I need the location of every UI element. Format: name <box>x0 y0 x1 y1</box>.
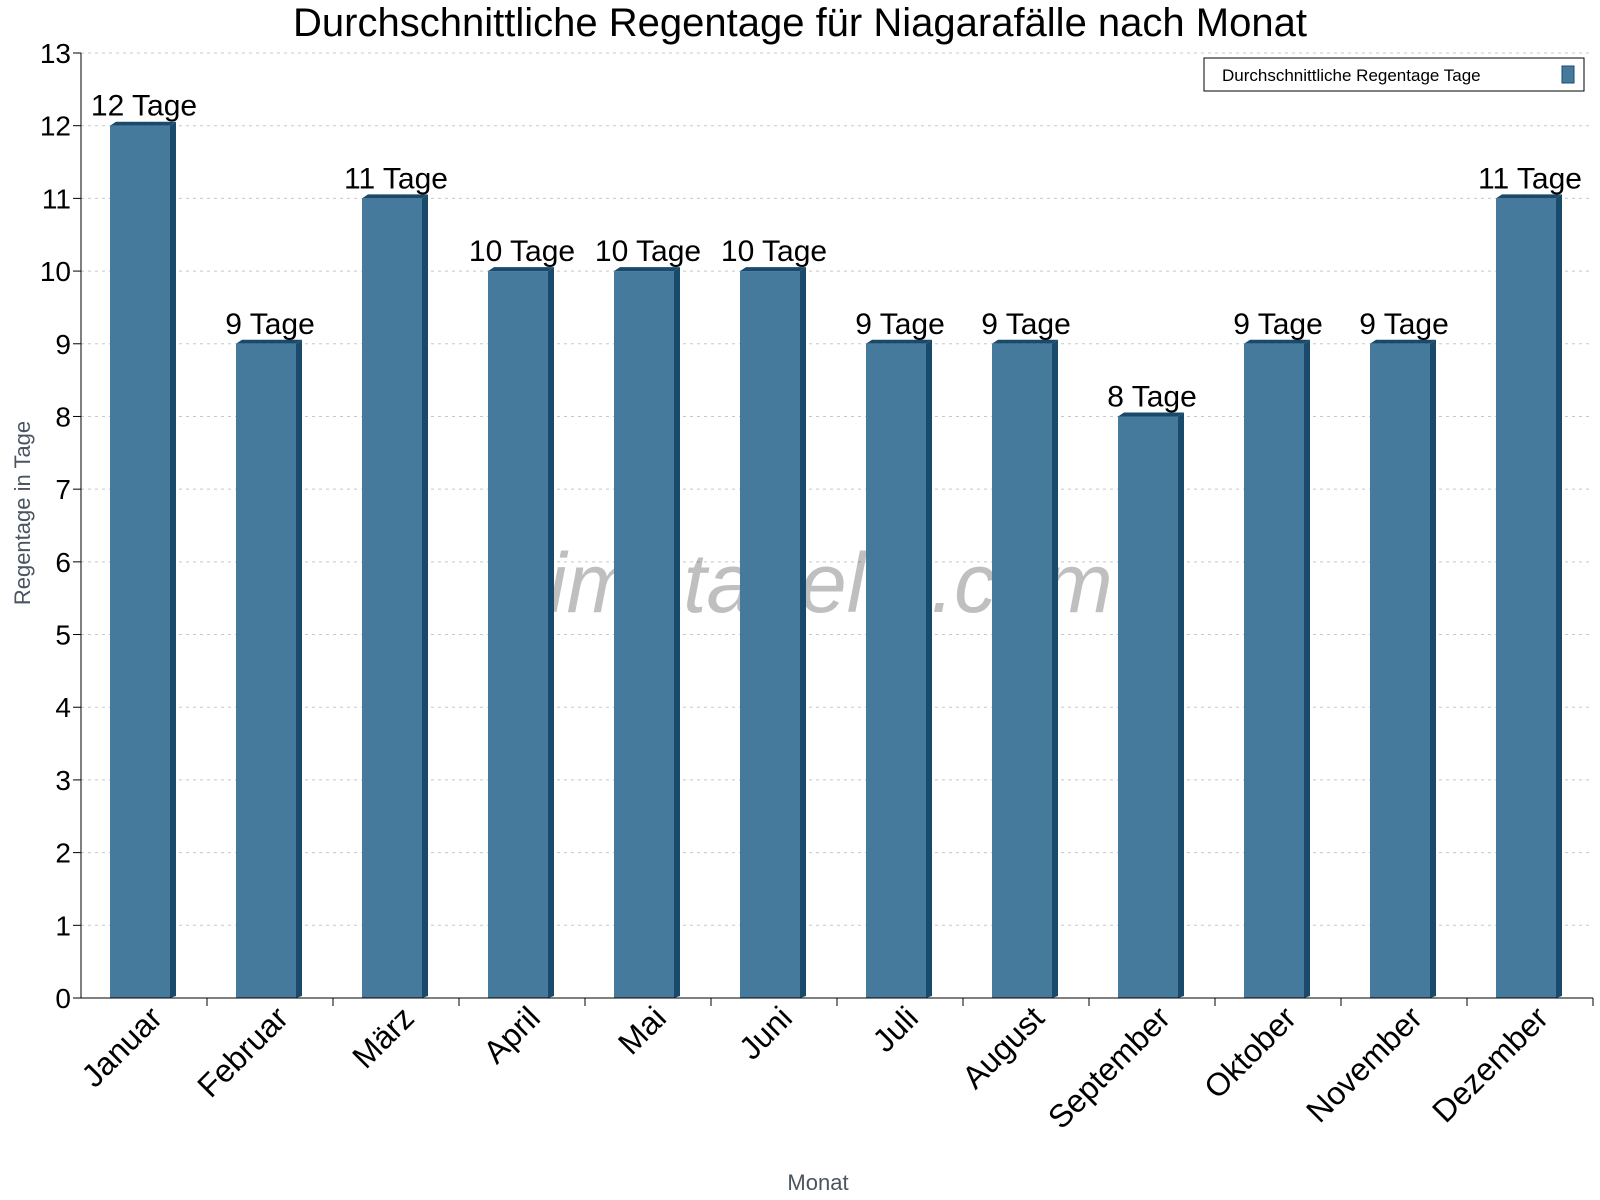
data-label: 11 Tage <box>1478 162 1582 195</box>
y-tick-label: 2 <box>55 838 71 869</box>
data-label: 9 Tage <box>225 308 315 341</box>
x-tick-label: Januar <box>74 999 169 1094</box>
data-label: 9 Tage <box>855 308 945 341</box>
bar-top <box>1370 339 1436 344</box>
bar <box>1118 416 1178 998</box>
bar-top <box>1244 339 1310 344</box>
chart-title: Durchschnittliche Regentage für Niagaraf… <box>293 1 1307 45</box>
bar-side <box>548 267 554 999</box>
bar-side <box>1052 339 1058 998</box>
x-tick-label: April <box>476 999 547 1070</box>
bar <box>992 343 1052 998</box>
x-axis-label: Monat <box>787 1170 848 1195</box>
y-tick-label: 10 <box>40 256 71 287</box>
data-label: 8 Tage <box>1107 380 1197 413</box>
bar-top <box>110 121 176 126</box>
y-tick-label: 4 <box>55 692 71 723</box>
bar-top <box>992 339 1058 344</box>
bar-side <box>296 339 302 998</box>
data-label: 12 Tage <box>91 90 197 123</box>
bar <box>488 271 548 999</box>
x-tick-label: Dezember <box>1425 999 1555 1129</box>
x-tick-label: März <box>345 999 421 1075</box>
bar-side <box>1556 194 1562 998</box>
data-label: 9 Tage <box>981 308 1071 341</box>
y-tick-label: 8 <box>55 401 71 432</box>
gridlines <box>81 52 1593 926</box>
y-tick-label: 1 <box>55 910 71 941</box>
bar <box>110 125 170 998</box>
x-tick-label: Mai <box>611 999 673 1061</box>
bar-side <box>1178 412 1184 998</box>
bar <box>1244 343 1304 998</box>
data-label: 10 Tage <box>595 235 701 268</box>
bar-side <box>170 121 176 998</box>
bar-top <box>866 339 932 344</box>
y-tick-label: 6 <box>55 547 71 578</box>
bar <box>866 343 926 998</box>
y-axis-label: Regentage in Tage <box>10 421 35 605</box>
y-tick-label: 12 <box>40 111 71 142</box>
y-tick-label: 0 <box>55 983 71 1014</box>
bar <box>614 271 674 999</box>
bar-side <box>674 267 680 999</box>
y-tick-label: 5 <box>55 620 71 651</box>
y-tick-label: 3 <box>55 765 71 796</box>
data-label: 9 Tage <box>1359 308 1449 341</box>
legend: Durchschnittliche Regentage Tage <box>1203 57 1585 92</box>
bar-top <box>614 267 680 272</box>
bar <box>740 271 800 999</box>
legend-label: Durchschnittliche Regentage Tage <box>1222 66 1481 85</box>
bar-side <box>1304 339 1310 998</box>
y-tick-label: 9 <box>55 329 71 360</box>
bar-top <box>488 267 554 272</box>
bars: 12 Tage 9 Tage 11 Tage 10 Tage 10 Tage 10 Tag… <box>91 90 1582 999</box>
bar <box>236 343 296 998</box>
x-tick-label: Februar <box>190 999 295 1104</box>
legend-swatch <box>1561 65 1575 84</box>
x-tick-label: Juni <box>732 999 799 1066</box>
bar <box>1496 198 1556 998</box>
bar-top <box>236 339 302 344</box>
bar-side <box>926 339 932 998</box>
bar <box>362 198 422 998</box>
bar-top <box>1118 412 1184 417</box>
bar-top <box>1496 194 1562 199</box>
x-tick-label: Oktober <box>1197 999 1303 1105</box>
y-tick-label: 7 <box>55 474 71 505</box>
bar-top <box>362 194 428 199</box>
data-label: 10 Tage <box>469 235 575 268</box>
bar-side <box>800 267 806 999</box>
data-label: 11 Tage <box>344 162 448 195</box>
x-tick-label: September <box>1041 999 1177 1135</box>
y-tick-label: 11 <box>42 183 71 214</box>
data-label: 10 Tage <box>721 235 827 268</box>
bar-side <box>422 194 428 998</box>
x-tick-label: November <box>1299 999 1429 1129</box>
y-tick-label: 13 <box>40 38 71 69</box>
data-label: 9 Tage <box>1233 308 1323 341</box>
bar-top <box>740 267 806 272</box>
bar-side <box>1430 339 1436 998</box>
x-tick-label: August <box>955 999 1051 1095</box>
bar <box>1370 343 1430 998</box>
x-tick-label: Juli <box>866 999 925 1058</box>
